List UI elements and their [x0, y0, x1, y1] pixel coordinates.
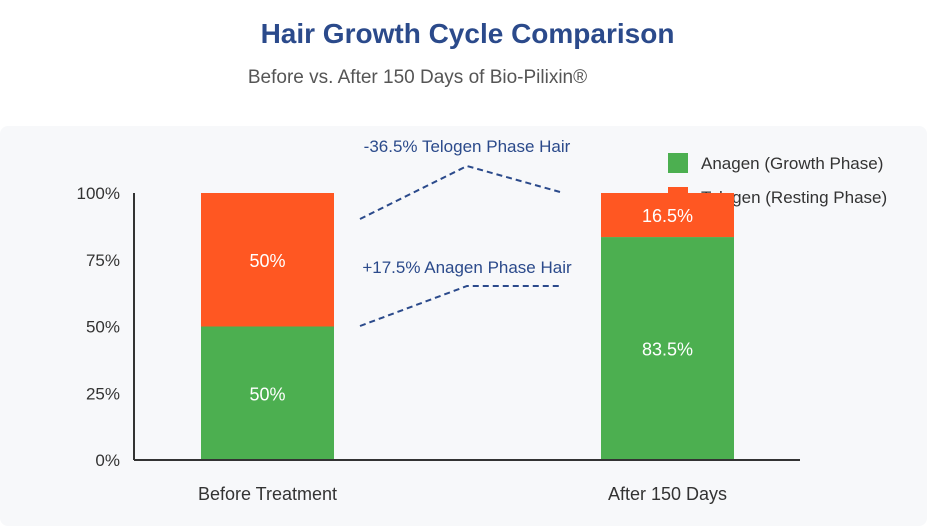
chart-title: Hair Growth Cycle Comparison	[260, 18, 675, 49]
y-tick-label: 0%	[95, 451, 120, 470]
data-label: 50%	[249, 251, 285, 271]
data-label: 16.5%	[642, 206, 693, 226]
y-tick-label: 25%	[86, 384, 120, 403]
y-tick-label: 100%	[77, 184, 120, 203]
annotation-line-anagen	[359, 285, 560, 327]
bar-segment	[201, 193, 334, 327]
x-tick-label: Before Treatment	[198, 484, 337, 504]
y-tick-label: 75%	[86, 251, 120, 270]
annotation-line-telogen	[359, 164, 561, 220]
legend-label: Anagen (Growth Phase)	[701, 154, 883, 173]
data-label: 50%	[249, 384, 285, 404]
annotation-anagen: +17.5% Anagen Phase Hair	[362, 258, 572, 277]
bar-segment	[601, 193, 734, 238]
annotation-telogen: -36.5% Telogen Phase Hair	[364, 137, 571, 156]
bar-segment	[601, 237, 734, 460]
legend-swatch	[668, 153, 688, 173]
chart-subtitle: Before vs. After 150 Days of Bio-Pilixin…	[247, 67, 588, 88]
bar-segment	[201, 326, 334, 460]
data-label: 83.5%	[642, 340, 693, 360]
legend-label: Telogen (Resting Phase)	[701, 188, 887, 207]
x-tick-label: After 150 Days	[608, 484, 727, 504]
y-tick-label: 50%	[86, 318, 120, 337]
